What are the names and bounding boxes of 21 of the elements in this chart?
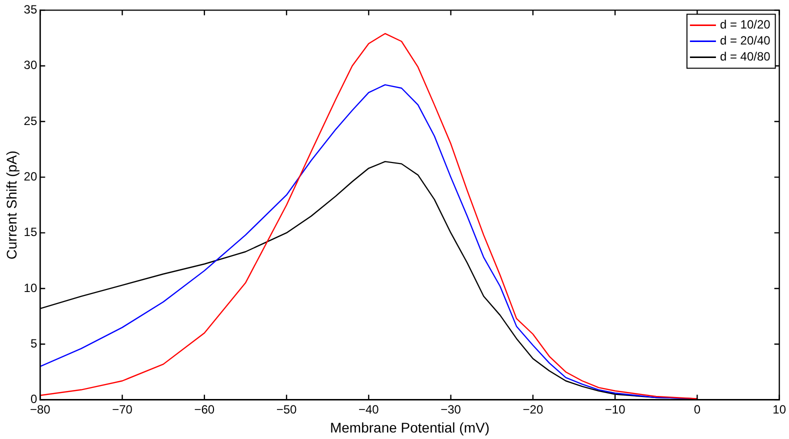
x-tick-label: −10 xyxy=(604,402,626,416)
legend-label: d = 20/40 xyxy=(720,34,771,48)
x-tick-label: −20 xyxy=(522,402,544,416)
x-tick-label: −30 xyxy=(440,402,462,416)
y-tick-label: 15 xyxy=(24,225,38,240)
y-tick-label: 25 xyxy=(24,114,38,128)
x-tick-label: −70 xyxy=(112,402,133,416)
x-tick-label: −50 xyxy=(276,402,298,416)
x-axis-title: Membrane Potential (mV) xyxy=(330,419,490,436)
y-tick-label: 5 xyxy=(30,336,38,350)
legend-label: d = 10/20 xyxy=(720,18,771,32)
y-tick-label: 10 xyxy=(24,280,38,295)
y-tick-label: 20 xyxy=(24,169,38,184)
x-tick-label: 0 xyxy=(694,402,701,416)
y-axis-title: Current Shift (pA) xyxy=(3,150,20,260)
x-tick-label: −60 xyxy=(194,402,215,416)
legend-label: d = 40/80 xyxy=(720,50,771,64)
y-tick-label: 35 xyxy=(24,2,38,17)
x-tick-label: 10 xyxy=(772,402,786,416)
y-tick-label: 30 xyxy=(24,58,38,72)
x-tick-label: −40 xyxy=(358,402,380,416)
